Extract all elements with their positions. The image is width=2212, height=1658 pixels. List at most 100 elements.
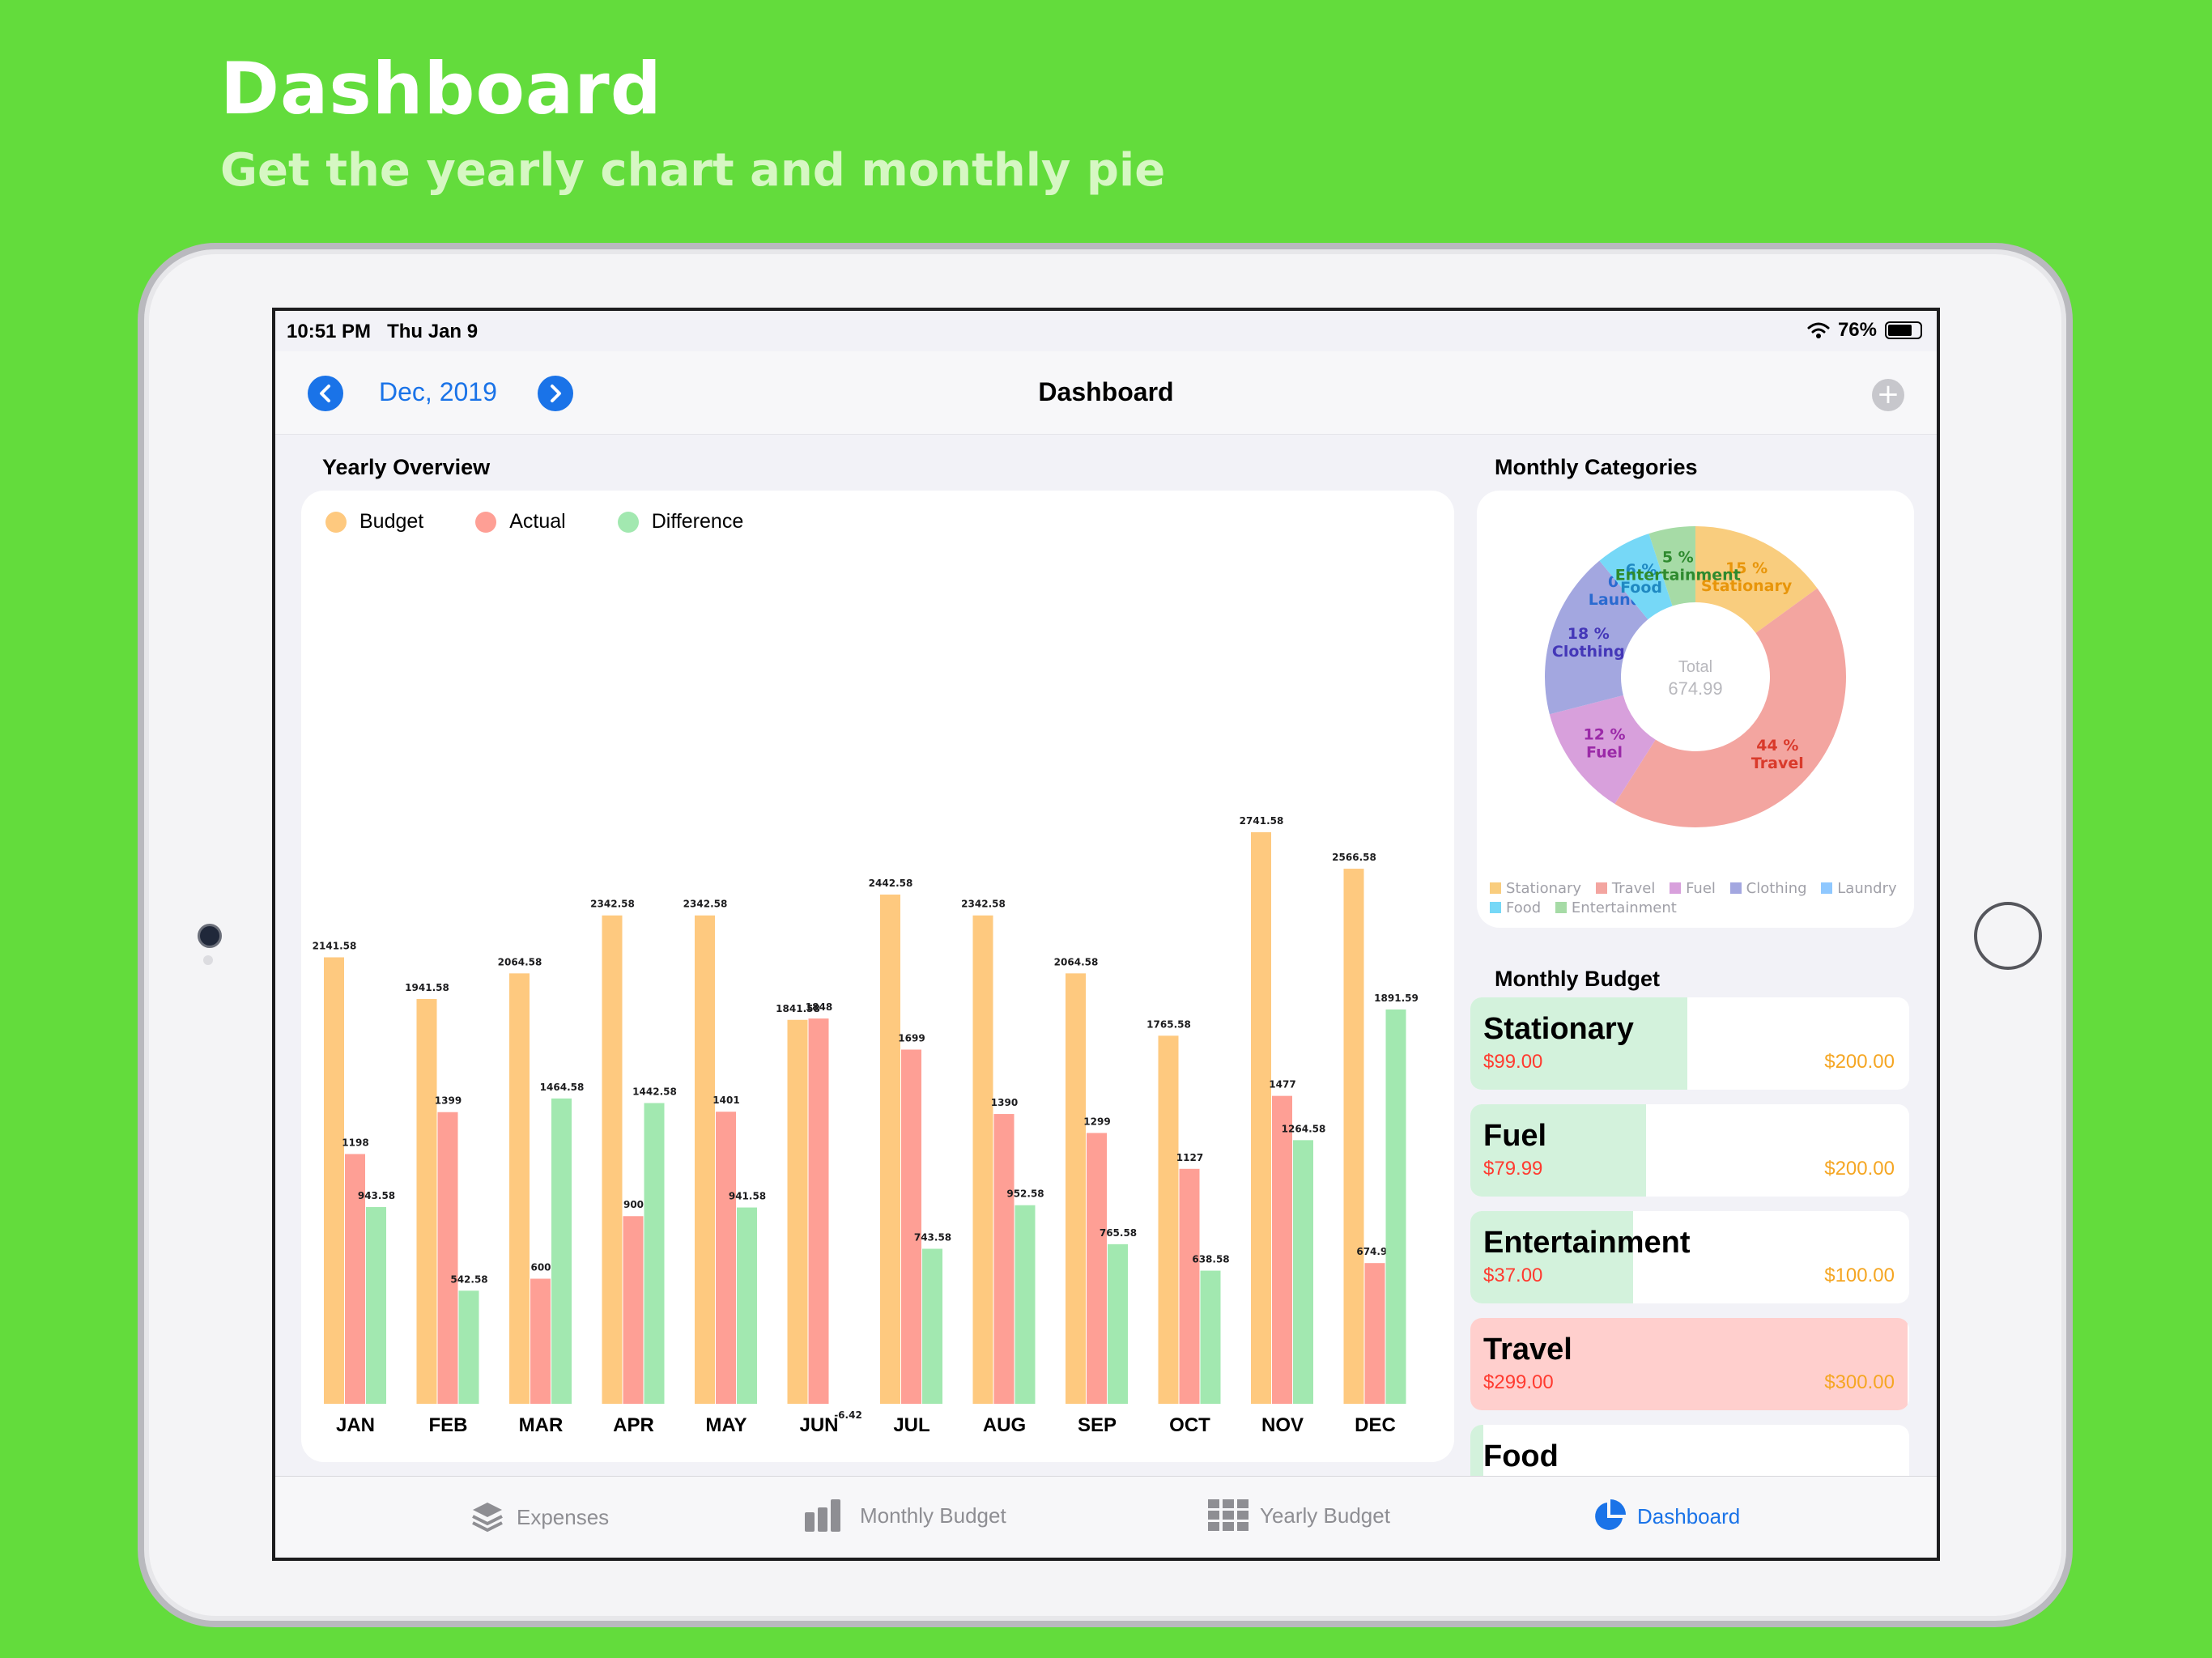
- next-month-button[interactable]: [538, 376, 573, 411]
- bar-value-label: 1264.58: [1282, 1123, 1326, 1134]
- tab-monthly-budget[interactable]: Monthly Budget: [805, 1499, 1006, 1532]
- pie-slice-name: Clothing: [1552, 643, 1625, 661]
- legend-difference-swatch: [617, 511, 639, 533]
- pie-legend-label: Laundry: [1837, 880, 1897, 897]
- budget-card-stationary[interactable]: Stationary $99.00 $200.00: [1470, 997, 1909, 1090]
- bar-value-label: 2342.58: [961, 899, 1006, 910]
- status-clock: 10:51 PM: [287, 321, 372, 342]
- pie-legend-label: Fuel: [1686, 880, 1716, 897]
- pie-slice-name: Fuel: [1586, 744, 1623, 762]
- camera-icon: [198, 924, 222, 948]
- add-button[interactable]: +: [1872, 379, 1904, 411]
- bar-difference-feb: [458, 1290, 479, 1404]
- prev-month-button[interactable]: [308, 376, 343, 411]
- bar-value-label: 943.58: [358, 1190, 395, 1201]
- bar-value-label: 1477: [1269, 1079, 1295, 1090]
- pie-slice-entertainment[interactable]: [1648, 526, 1695, 606]
- pie-legend-swatch: [1555, 902, 1567, 913]
- bar-difference-oct: [1200, 1270, 1221, 1404]
- pie-slice-clothing[interactable]: [1545, 560, 1648, 715]
- bar-budget-aug: [972, 915, 993, 1404]
- bar-value-label: -6.42: [834, 1409, 862, 1421]
- legend-difference-label: Difference: [651, 510, 744, 533]
- bar-difference-jul: [922, 1248, 942, 1404]
- bar-value-label: 1699: [898, 1032, 925, 1044]
- tab-expenses[interactable]: Expenses: [470, 1499, 609, 1535]
- pie-slice-food[interactable]: [1599, 534, 1673, 620]
- budget-actual: $99.00: [1483, 1051, 1543, 1073]
- wifi-icon: [1807, 322, 1830, 338]
- pie-legend-swatch: [1490, 902, 1501, 913]
- bar-chart-icon: [805, 1499, 840, 1532]
- bar-budget-may: [695, 915, 715, 1404]
- pie-legend-swatch: [1821, 882, 1833, 894]
- pie-slice-travel[interactable]: [1614, 588, 1846, 828]
- budget-card-entertainment[interactable]: Entertainment $37.00 $100.00: [1470, 1211, 1909, 1303]
- tab-yearly-budget[interactable]: Yearly Budget: [1208, 1499, 1390, 1532]
- x-axis-label: DEC: [1355, 1414, 1396, 1436]
- budget-progress: [1470, 1211, 1633, 1303]
- layers-icon: [472, 1503, 503, 1533]
- monthly-pie-chart: 15 %Stationary 44 %Travel 12 %Fuel 18 %Clot…: [1545, 526, 1846, 828]
- pie-slice-percent: 6 %: [1626, 561, 1657, 579]
- x-axis-label: JUN: [799, 1414, 838, 1436]
- x-axis-label: JUL: [893, 1414, 929, 1436]
- budget-progress: [1470, 1425, 1484, 1477]
- bar-difference-nov: [1293, 1140, 1313, 1404]
- home-button[interactable]: [1974, 902, 2042, 970]
- tab-dashboard[interactable]: Dashboard: [1592, 1499, 1740, 1533]
- legend-actual: Actual: [475, 510, 566, 534]
- pie-chart-icon: [1595, 1499, 1626, 1530]
- pie-legend-item: Clothing: [1729, 880, 1807, 897]
- bar-value-label: 674.99: [1356, 1246, 1393, 1257]
- budget-card-travel[interactable]: Travel $299.00 $300.00: [1470, 1318, 1909, 1410]
- monthly-pie-card: 15 % Stationary 44 % Travel 12 % Fuel 18 % Clot…: [1477, 491, 1914, 928]
- pie-legend-swatch: [1490, 882, 1501, 894]
- bar-actual-may: [716, 1112, 736, 1404]
- pie-legend-item: Laundry: [1821, 880, 1897, 897]
- budget-category-name: Stationary: [1483, 1012, 1634, 1046]
- pie-slice-percent: 15 %: [1725, 559, 1767, 577]
- period-label[interactable]: Dec, 2019: [379, 377, 497, 406]
- tab-label: Yearly Budget: [1260, 1503, 1390, 1528]
- budget-category-name: Entertainment: [1483, 1226, 1691, 1260]
- budget-category-name: Travel: [1483, 1333, 1572, 1367]
- bar-budget-jul: [880, 894, 900, 1404]
- budget-list[interactable]: Stationary $99.00 $200.00 Fuel $79.99 $2…: [1470, 997, 1911, 1477]
- bar-value-label: 1848: [806, 1001, 832, 1013]
- monthly-budget-label: Monthly Budget: [1495, 967, 1660, 991]
- pie-slice-name: Stationary: [1701, 577, 1793, 595]
- x-axis-label: APR: [613, 1414, 654, 1436]
- pie-legend-label: Travel: [1611, 880, 1656, 897]
- pie-legend-item: Travel: [1595, 880, 1656, 897]
- bar-actual-feb: [437, 1112, 458, 1404]
- tab-label: Expenses: [517, 1504, 610, 1529]
- legend-budget: Budget: [325, 510, 423, 534]
- pie-slice-stationary[interactable]: [1695, 526, 1818, 633]
- x-axis-label: MAY: [705, 1414, 747, 1436]
- pie-slice-fuel[interactable]: [1549, 695, 1656, 805]
- budget-limit: $200.00: [1824, 1051, 1895, 1073]
- pie-slice-name: Food: [1620, 579, 1662, 597]
- tab-bar: Expenses Monthly Budget Yearly Budget: [275, 1476, 1937, 1558]
- bar-value-label: 638.58: [1192, 1254, 1229, 1265]
- bar-budget-nov: [1251, 832, 1271, 1404]
- budget-progress: [1470, 997, 1688, 1090]
- plus-icon: +: [1876, 378, 1900, 410]
- bar-value-label: 952.58: [1006, 1188, 1044, 1200]
- status-right: 76%: [1807, 319, 1922, 342]
- bar-value-label: 2064.58: [1054, 956, 1099, 967]
- bar-budget-sep: [1066, 973, 1086, 1404]
- bar-difference-apr: [644, 1103, 665, 1404]
- budget-card-fuel[interactable]: Fuel $79.99 $200.00: [1470, 1104, 1909, 1197]
- status-bar: 10:51 PM Thu Jan 9 76%: [275, 311, 1937, 351]
- pie-legend-item: Entertainment: [1555, 899, 1677, 916]
- budget-actual: $37.00: [1483, 1265, 1543, 1286]
- pie-legend-item: Food: [1490, 899, 1541, 916]
- hero-title: Dashboard: [220, 47, 662, 130]
- yearly-chart-card: Budget Actual Difference 2141.58 1198 943.…: [301, 491, 1454, 1462]
- pie-legend-label: Clothing: [1746, 880, 1807, 897]
- bar-value-label: 743.58: [914, 1232, 951, 1244]
- budget-card-food[interactable]: Food: [1470, 1425, 1909, 1477]
- grid-icon: [1208, 1499, 1249, 1531]
